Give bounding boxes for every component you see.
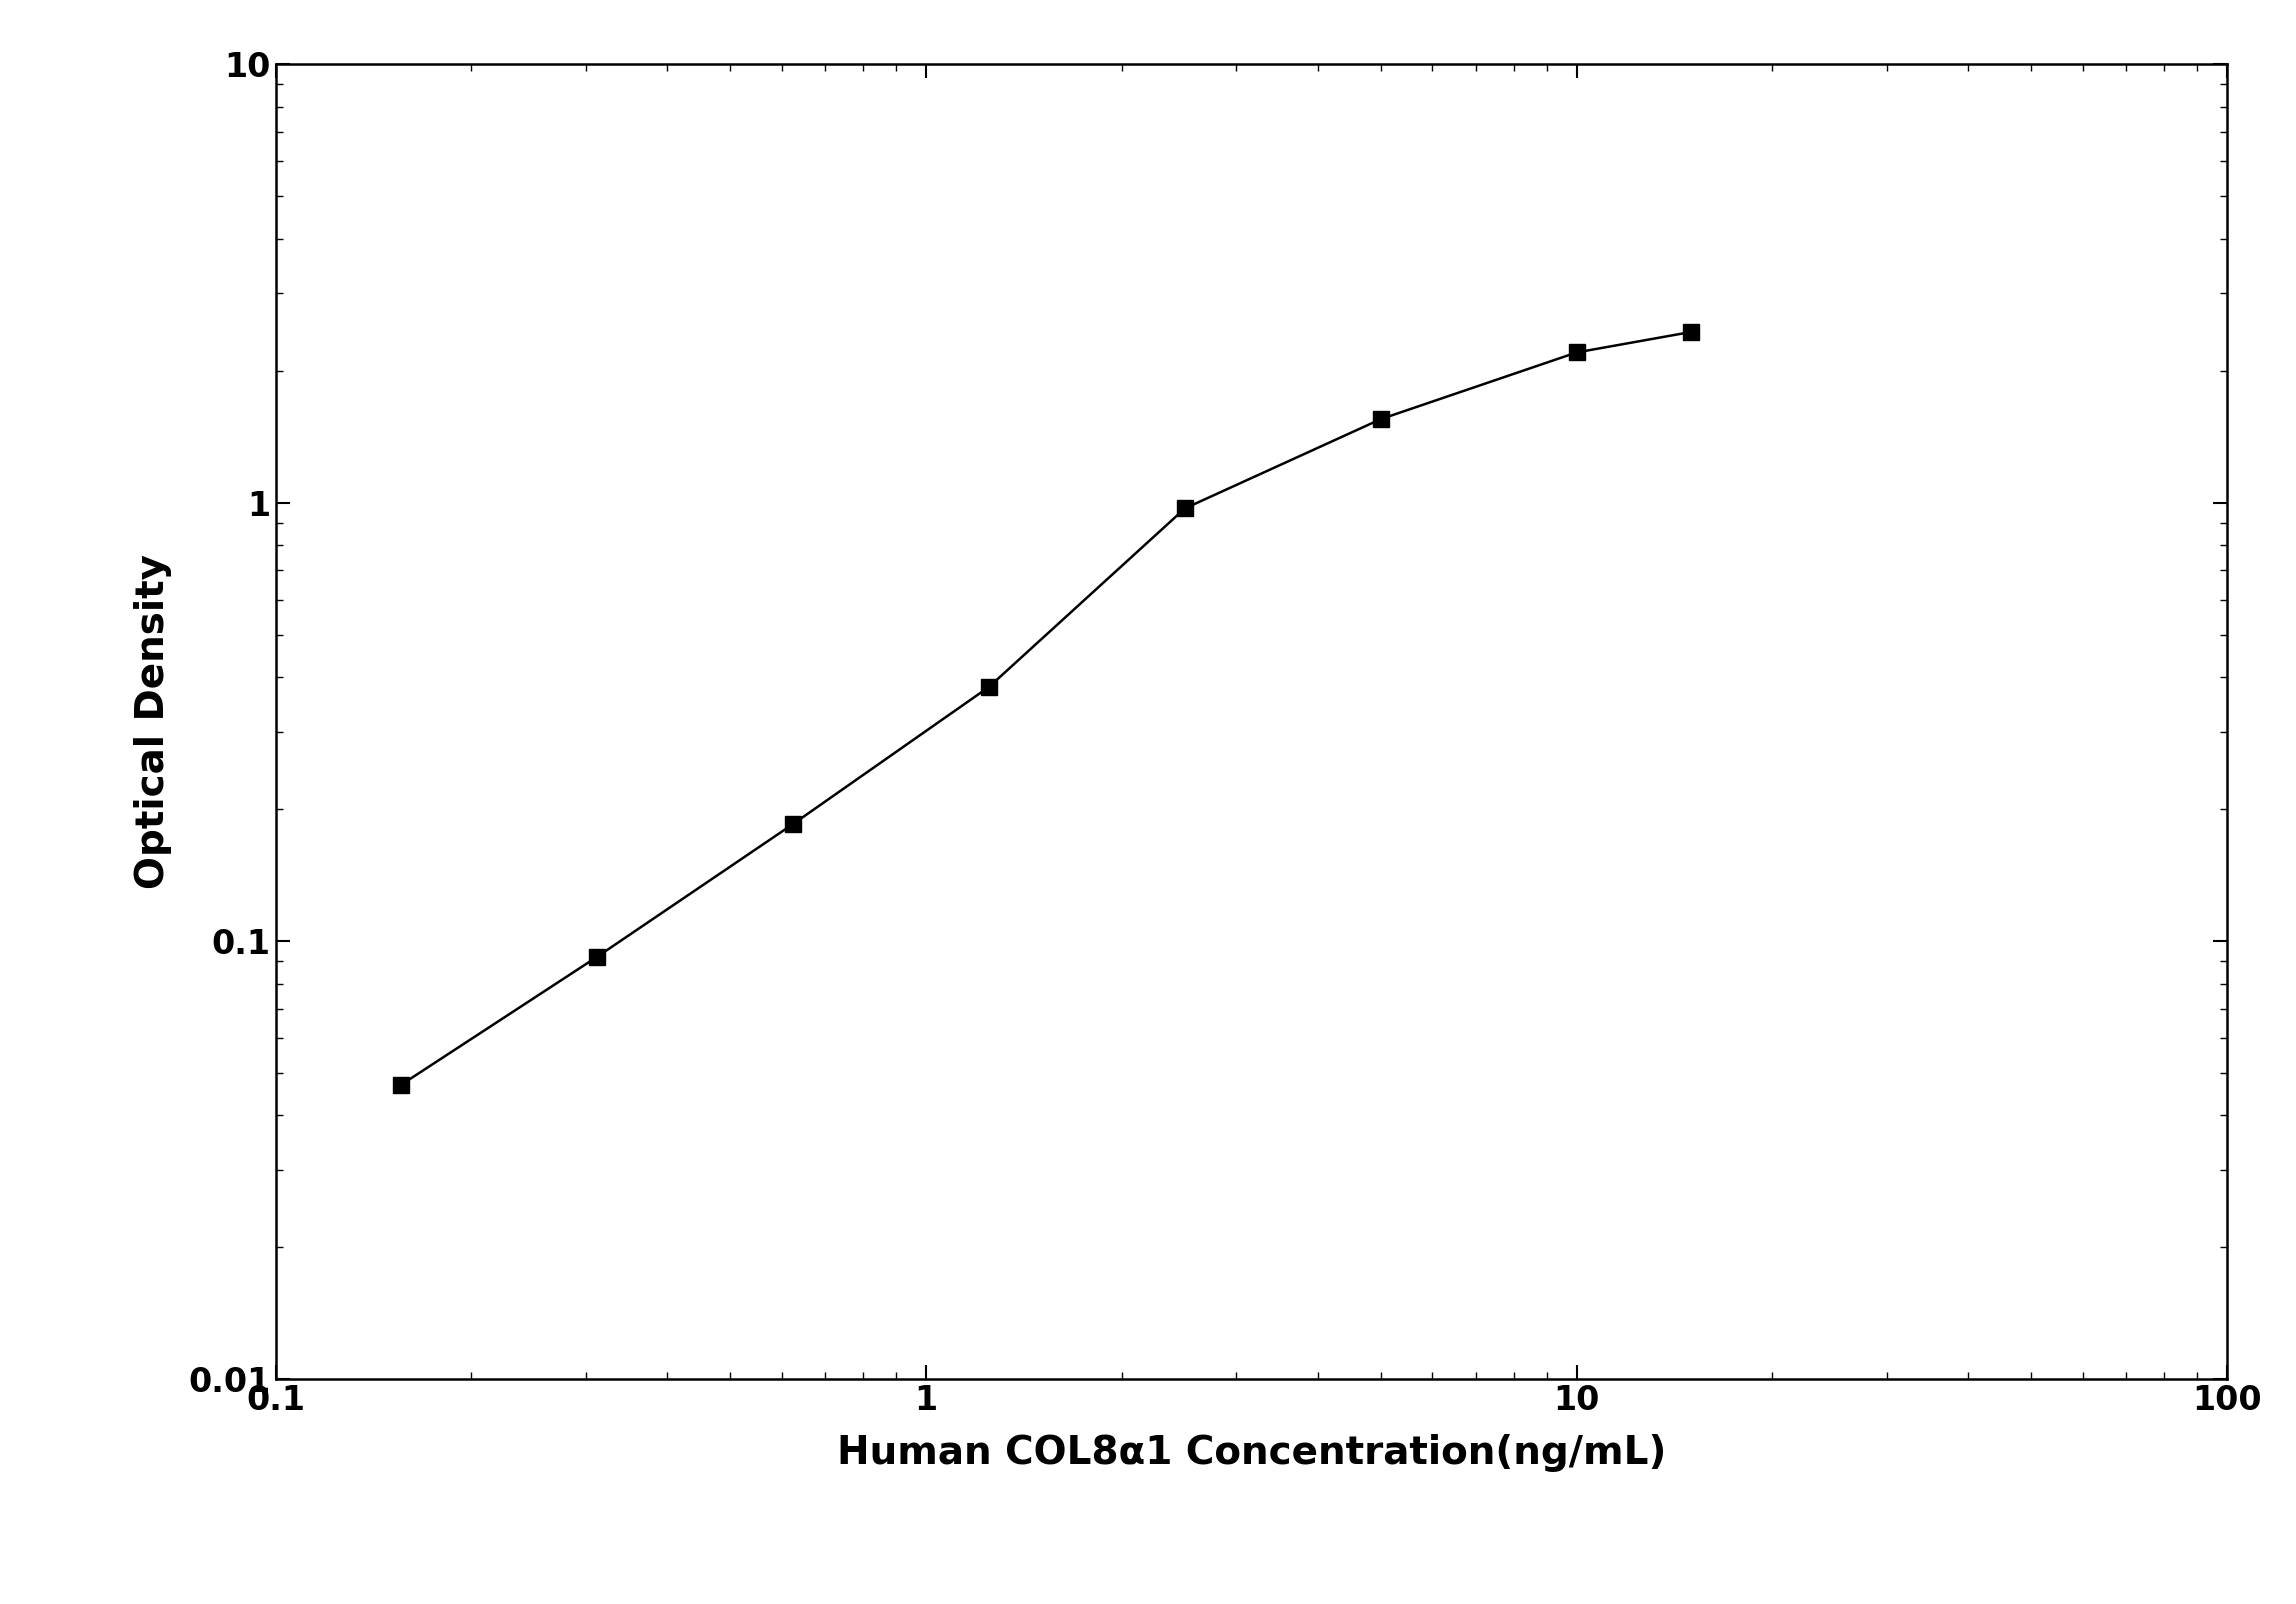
X-axis label: Human COL8α1 Concentration(ng/mL): Human COL8α1 Concentration(ng/mL) xyxy=(836,1434,1667,1472)
Y-axis label: Optical Density: Optical Density xyxy=(133,555,172,889)
